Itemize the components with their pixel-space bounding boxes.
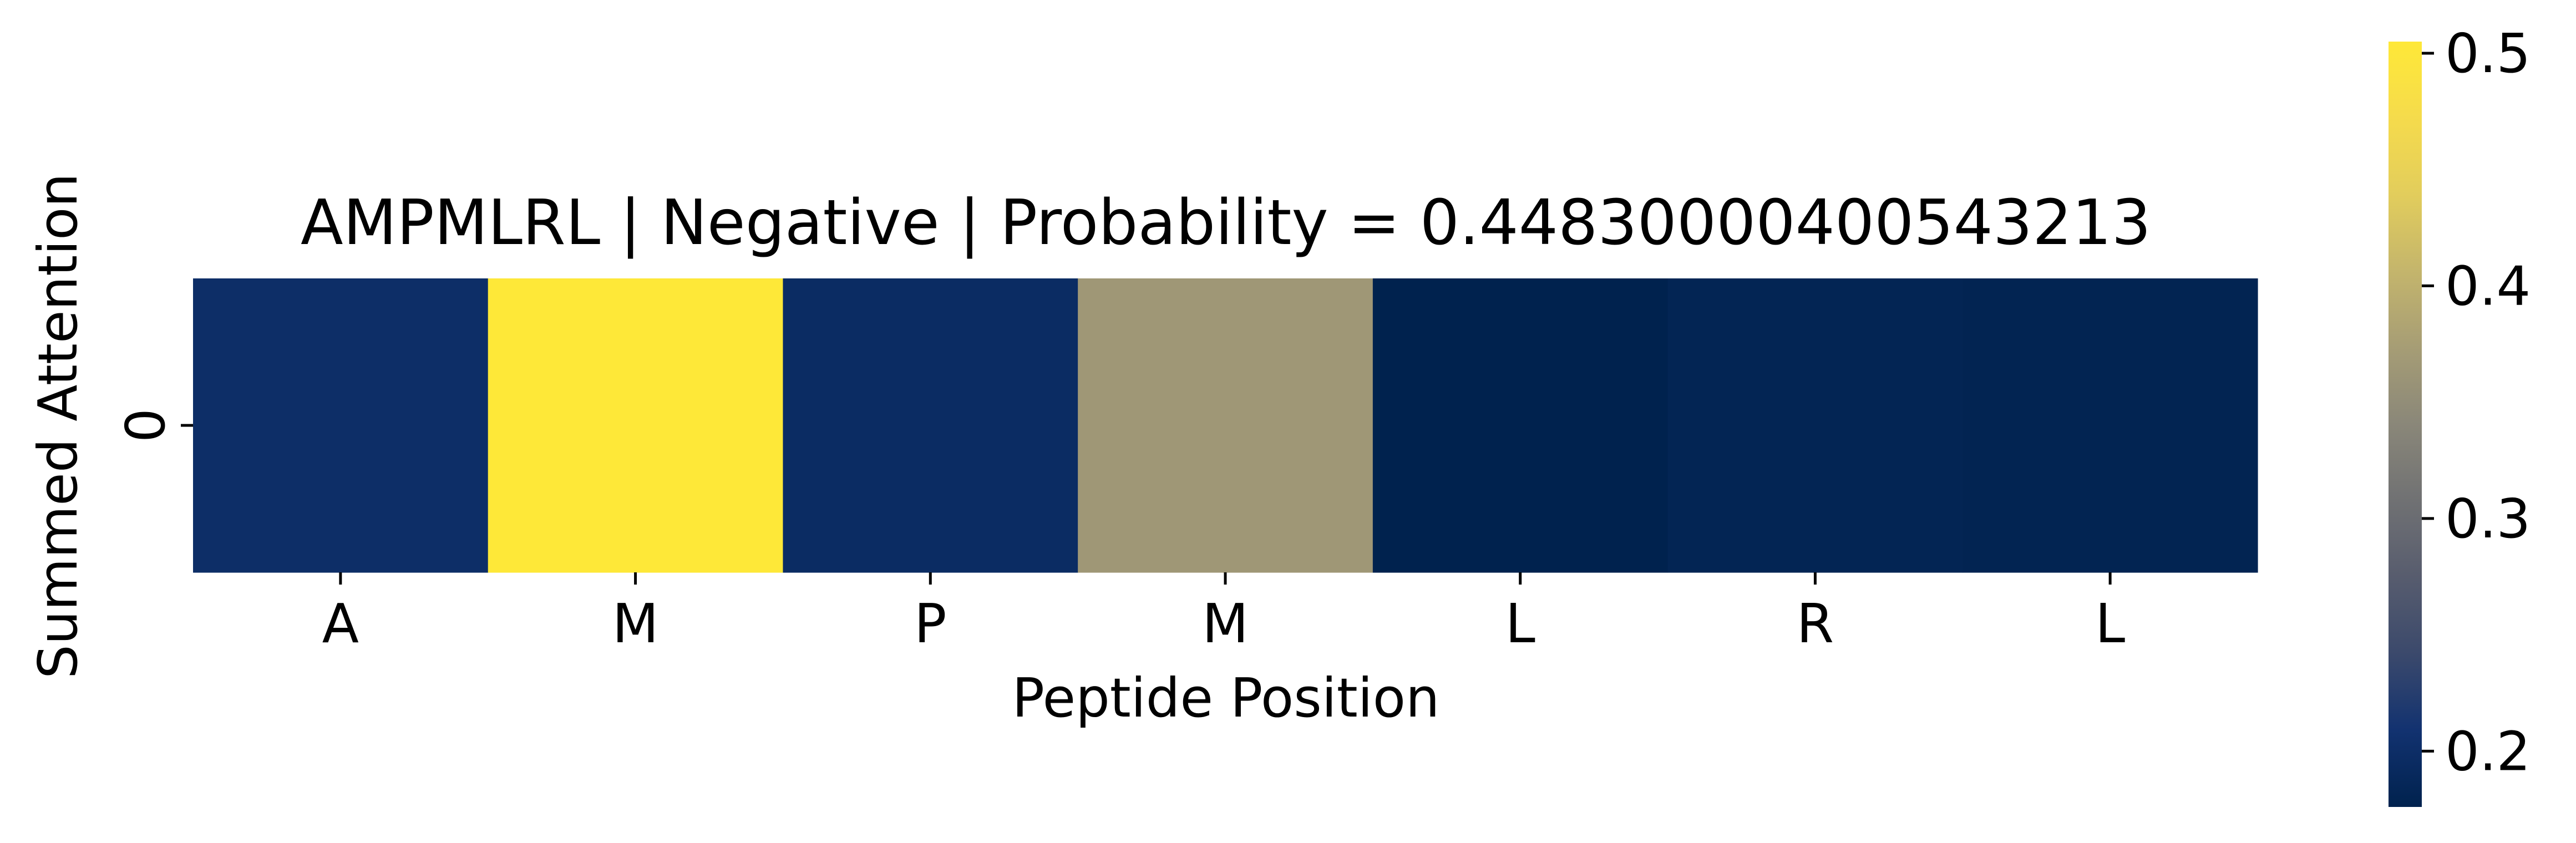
heatmap-cell <box>193 278 489 573</box>
colorbar-ticks: 0.2 0.3 0.4 0.5 <box>2422 22 2531 783</box>
y-tick-label: 0 <box>114 408 177 443</box>
chart-title: AMPMLRL | Negative | Probability = 0.448… <box>301 187 2151 259</box>
y-axis-ticks: 0 <box>114 408 193 443</box>
heatmap-cell <box>783 278 1078 573</box>
x-axis-label: Peptide Position <box>1012 667 1439 729</box>
heatmap-cell <box>1963 278 2258 573</box>
x-tick-label: A <box>322 592 359 655</box>
heatmap-cell <box>1667 278 1963 573</box>
x-tick-label: M <box>1202 592 1249 655</box>
colorbar-tick-label: 0.4 <box>2445 255 2531 317</box>
x-tick-label: P <box>914 592 947 655</box>
x-tick-label: M <box>612 592 659 655</box>
y-axis-label: Summed Attention <box>27 173 89 679</box>
heatmap-cell <box>488 278 784 573</box>
heatmap-cells <box>193 278 2258 573</box>
colorbar <box>2389 42 2422 807</box>
x-tick-label: L <box>2095 592 2125 655</box>
colorbar-tick-label: 0.3 <box>2445 487 2531 550</box>
colorbar-tick-label: 0.2 <box>2445 720 2531 783</box>
x-tick-label: L <box>1505 592 1535 655</box>
heatmap-cell <box>1078 278 1373 573</box>
colorbar-tick-label: 0.5 <box>2445 22 2531 85</box>
heatmap-cell <box>1372 278 1669 573</box>
x-tick-label: R <box>1797 592 1834 655</box>
